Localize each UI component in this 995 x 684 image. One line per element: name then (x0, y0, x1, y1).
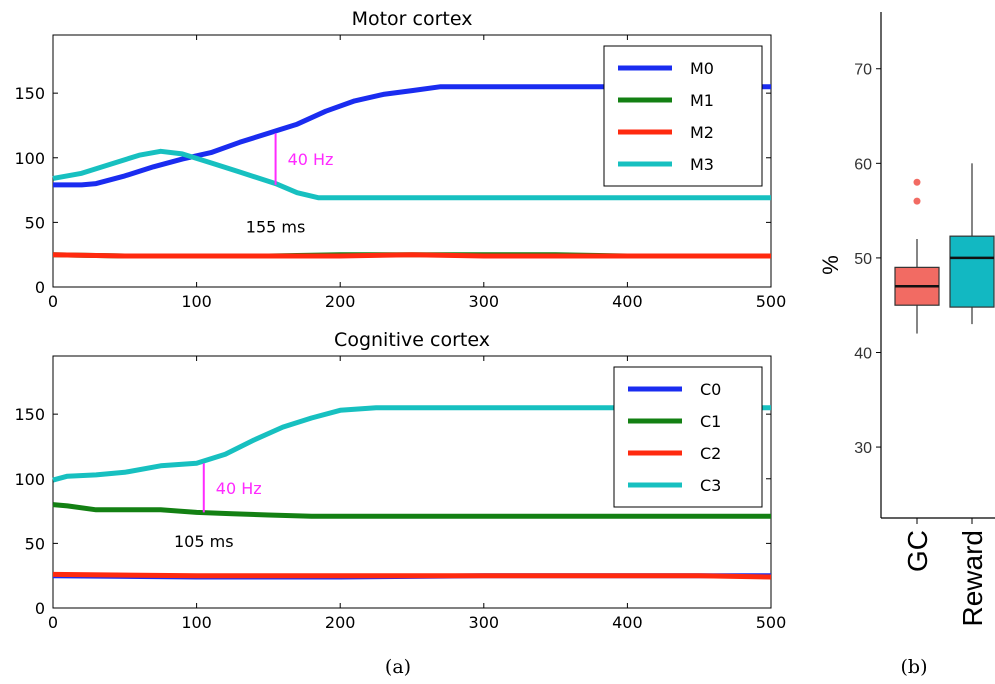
series-line-c3 (52, 405, 771, 483)
cognitive-cortex-lines (52, 405, 772, 580)
cognitive-x-tick-label: 400 (612, 613, 643, 632)
motor-y-tick-label: 150 (14, 84, 45, 103)
motor-x-tick-label: 300 (469, 292, 500, 311)
series-line-m2 (52, 252, 771, 259)
legend-label-m3: M3 (690, 155, 714, 174)
series-line-m3 (52, 148, 771, 201)
series-line-c2 (52, 571, 772, 580)
cognitive-cortex-chart: Cognitive cortex 0 100 200 300 400 500 0 50 100 1… (14, 329, 786, 632)
motor-cortex-ticks: 0 100 200 300 400 500 0 50 100 150 (14, 35, 786, 311)
cognitive-cortex-ticks: 0 100 200 300 400 500 0 50 100 150 (14, 356, 786, 632)
motor-cortex-annotations: 40 Hz 155 ms (246, 133, 334, 236)
cognitive-y-tick-label: 0 (35, 599, 45, 618)
box-reward-category-label: Reward (957, 530, 988, 626)
cognitive-x-tick-label: 200 (325, 613, 356, 632)
motor-cortex-legend: M0 M1 M2 M3 (603, 45, 763, 187)
box-gc-outlier (913, 178, 921, 186)
cognitive-cortex-frame (52, 355, 772, 609)
motor-x-tick-label: 100 (181, 292, 212, 311)
box-gc-category-label: GC (902, 530, 933, 572)
boxplot-y-label: % (818, 255, 843, 275)
series-line-c1 (52, 502, 771, 519)
cognitive-x-tick-label: 0 (48, 613, 58, 632)
legend-label-c0: C0 (700, 380, 721, 399)
series-line-m0 (53, 84, 771, 188)
cognitive-x-tick-label: 300 (469, 613, 500, 632)
box-reward-iqr (949, 235, 995, 308)
boxplot-y-tick-label: 50 (854, 251, 872, 268)
boxplot-y-tick-label: 40 (854, 345, 872, 362)
legend-label-m1: M1 (690, 91, 714, 110)
motor-x-tick-label: 400 (612, 292, 643, 311)
boxplot-y-tick-label: 70 (854, 62, 872, 79)
motor-y-tick-label: 100 (14, 149, 45, 168)
motor-cortex-lines (52, 84, 771, 259)
motor-y-tick-label: 0 (35, 278, 45, 297)
boxplot-y-tick-label: 60 (854, 156, 872, 173)
legend-label-c3: C3 (700, 476, 721, 495)
motor-x-tick-label: 0 (48, 292, 58, 311)
box-gc-outlier (913, 197, 921, 205)
boxplot-y-tick-label: 30 (854, 440, 872, 457)
caption-b: (b) (901, 656, 928, 678)
cognitive-x-tick-label: 500 (756, 613, 787, 632)
cognitive-x-tick-label: 100 (181, 613, 212, 632)
motor-cortex-chart: Motor cortex 0 100 200 300 400 500 0 50 100 150 4… (14, 8, 786, 311)
cognitive-latency-label: 105 ms (174, 532, 234, 551)
legend-label-c2: C2 (700, 444, 721, 463)
motor-x-tick-label: 200 (325, 292, 356, 311)
boxplot-ticks: 30 40 50 60 70 (854, 62, 881, 457)
motor-latency-label: 155 ms (246, 217, 306, 236)
boxplot-boxes: GC Reward (894, 163, 995, 626)
motor-cortex-title: Motor cortex (352, 8, 473, 30)
legend-label-m2: M2 (690, 123, 714, 142)
cognitive-delta-label: 40 Hz (216, 479, 262, 498)
cognitive-y-tick-label: 150 (14, 405, 45, 424)
boxplot-chart: % 30 40 50 60 70 GC Reward (818, 12, 995, 626)
cognitive-cortex-annotations: 40 Hz 105 ms (174, 463, 262, 551)
cognitive-y-tick-label: 100 (14, 470, 45, 489)
cognitive-cortex-legend: C0 C1 C2 C3 (613, 366, 763, 508)
legend-label-m0: M0 (690, 59, 714, 78)
cognitive-y-tick-label: 50 (25, 534, 45, 553)
motor-x-tick-label: 500 (756, 292, 787, 311)
cognitive-cortex-title: Cognitive cortex (334, 329, 490, 351)
motor-delta-label: 40 Hz (288, 150, 334, 169)
motor-y-tick-label: 50 (25, 213, 45, 232)
caption-a: (a) (385, 656, 411, 678)
legend-label-c1: C1 (700, 412, 721, 431)
motor-cortex-frame (52, 34, 772, 288)
